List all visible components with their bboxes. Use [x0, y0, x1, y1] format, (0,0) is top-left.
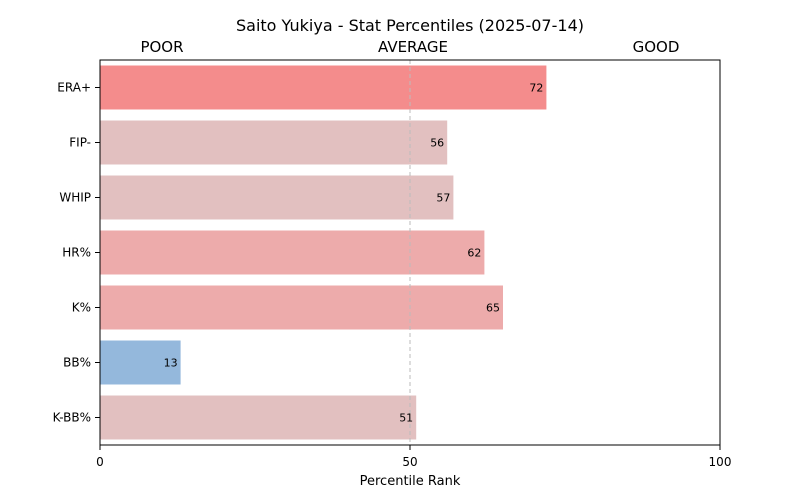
value-label-era: 72	[529, 82, 543, 95]
y-tick-label-bb: BB%	[63, 356, 91, 370]
x-axis: 0 50 100	[96, 445, 731, 469]
value-label-bb: 13	[164, 357, 178, 370]
y-tick-label-k-bb: K-BB%	[53, 411, 91, 425]
bar-hr	[100, 230, 485, 275]
y-tick-label-whip: WHIP	[59, 191, 91, 205]
value-label-k-bb: 51	[399, 412, 413, 425]
x-tick-label-0: 0	[96, 455, 104, 469]
chart-title: Saito Yukiya - Stat Percentiles (2025-07…	[236, 16, 584, 35]
zone-label-average: AVERAGE	[378, 38, 448, 56]
bar-era	[100, 65, 547, 110]
bar-fip	[100, 120, 448, 165]
bar-bb	[100, 340, 181, 385]
bar-whip	[100, 175, 454, 220]
y-tick-label-hr: HR%	[62, 246, 91, 260]
y-tick-label-fip: FIP-	[69, 136, 91, 150]
bar-k-bb	[100, 395, 417, 440]
value-label-hr: 62	[467, 247, 481, 260]
zone-label-good: GOOD	[633, 38, 680, 56]
x-tick-label-50: 50	[402, 455, 417, 469]
y-axis: ERA+ FIP- WHIP HR% K% BB% K-BB%	[53, 81, 100, 425]
plot-frame	[99, 59, 721, 446]
value-label-whip: 57	[436, 192, 450, 205]
value-label-fip: 56	[430, 137, 444, 150]
bars-group	[100, 65, 547, 440]
bar-k	[100, 285, 503, 330]
y-tick-label-k: K%	[72, 301, 91, 315]
x-tick-label-100: 100	[709, 455, 732, 469]
zone-labels: POOR AVERAGE GOOD	[140, 38, 679, 56]
value-labels: 72 56 57 62 65 13 51	[164, 82, 544, 425]
zone-label-poor: POOR	[140, 38, 183, 56]
y-tick-label-era: ERA+	[57, 81, 91, 95]
x-axis-label: Percentile Rank	[360, 474, 461, 489]
value-label-k: 65	[486, 302, 500, 315]
